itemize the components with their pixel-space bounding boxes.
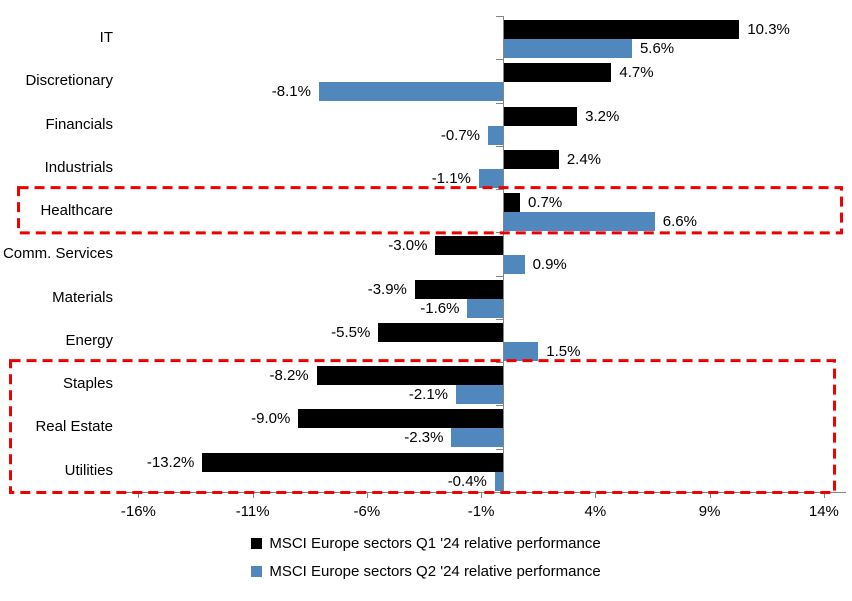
q1-series-marker-icon [251, 538, 263, 549]
category-label-industrials: Industrials [44, 158, 113, 176]
value-label: 10.3% [747, 21, 790, 38]
x-axis-tick [252, 492, 254, 498]
category-label-healthcare: Healthcare [40, 202, 113, 220]
category-label-utilities: Utilities [64, 461, 113, 479]
value-label: -3.0% [388, 237, 428, 255]
x-axis-tick-label: -1% [467, 503, 495, 520]
value-label: 2.4% [566, 150, 602, 168]
legend-label-q2: MSCI Europe sectors Q2 '24 relative perf… [269, 563, 601, 580]
q2-series-marker-icon [251, 566, 263, 577]
legend-item-q2: MSCI Europe sectors Q2 '24 relative perf… [251, 561, 601, 582]
x-axis-tick [595, 492, 597, 498]
value-label: -8.1% [271, 83, 311, 101]
y-axis-tick [496, 232, 503, 234]
category-label-comm-services: Comm. Services [2, 245, 113, 263]
value-label: -5.5% [331, 323, 371, 341]
legend: MSCI Europe sectors Q1 '24 relative perf… [0, 533, 852, 582]
x-axis-tick-label: 9% [698, 503, 721, 520]
x-axis-tick-label: -6% [353, 503, 381, 520]
category-label-financials: Financials [45, 115, 113, 133]
q1-bar-utilities [202, 452, 504, 472]
y-axis-tick [496, 275, 503, 277]
q1-bar-real-estate [298, 409, 504, 429]
y-axis-tick [496, 491, 503, 493]
y-axis-line [503, 16, 504, 492]
y-axis-tick [496, 189, 503, 191]
y-axis-tick [496, 102, 503, 104]
y-axis-tick [496, 59, 503, 61]
value-label: -1.6% [420, 299, 460, 317]
value-label: 1.5% [546, 342, 581, 360]
q1-bar-staples [316, 366, 504, 386]
q2-bar-staples [456, 385, 504, 405]
category-label-staples: Staples [62, 375, 113, 393]
q2-bar-energy [504, 341, 539, 361]
x-axis-tick-label: 4% [584, 503, 607, 520]
value-label: -8.2% [269, 367, 309, 385]
x-axis-tick [138, 492, 140, 498]
y-axis-tick [496, 405, 503, 407]
x-axis-tick [709, 492, 711, 498]
q2-bar-real-estate [451, 428, 504, 448]
q1-bar-it [504, 20, 740, 39]
value-label: -2.3% [404, 429, 444, 447]
x-axis-tick-label: -11% [235, 503, 270, 520]
q2-bar-materials [467, 298, 504, 318]
x-axis-tick-label: -16% [120, 503, 156, 520]
q2-bar-financials [488, 125, 504, 145]
legend-item-q1: MSCI Europe sectors Q1 '24 relative perf… [251, 533, 601, 554]
value-label: 5.6% [639, 40, 675, 57]
y-axis-tick [496, 362, 503, 364]
q2-bar-discretionary [318, 82, 504, 102]
y-axis-tick [496, 16, 503, 17]
q1-bar-financials [504, 106, 578, 126]
y-axis-tick [496, 145, 503, 147]
x-axis-tick [366, 492, 368, 498]
value-label: 4.7% [619, 64, 654, 82]
value-label: -0.4% [447, 472, 487, 490]
q2-bar-healthcare [504, 212, 655, 232]
value-label: -3.9% [367, 280, 407, 298]
x-axis-tick-label: 14% [808, 503, 839, 520]
category-label-real-estate: Real Estate [35, 418, 113, 436]
q1-bar-industrials [504, 149, 559, 169]
value-label: -9.0% [251, 410, 291, 428]
q1-bar-healthcare [504, 193, 520, 213]
y-axis-tick [496, 318, 503, 320]
value-label: -2.1% [408, 386, 449, 404]
q1-bar-comm-services [435, 236, 504, 256]
q1-bar-materials [414, 279, 504, 299]
value-label: 3.2% [585, 107, 620, 125]
value-label: 0.9% [532, 256, 567, 274]
highlight-box-healthcare [17, 186, 843, 235]
x-axis-tick [823, 492, 825, 498]
value-label: -0.7% [440, 126, 481, 144]
value-label: -13.2% [146, 453, 195, 471]
x-axis-tick [481, 492, 483, 498]
q2-bar-it [504, 39, 632, 58]
category-label-materials: Materials [52, 288, 113, 306]
q1-bar-energy [378, 322, 504, 342]
category-label-energy: Energy [65, 331, 113, 349]
q1-bar-discretionary [504, 63, 612, 83]
category-label-discretionary: Discretionary [25, 72, 113, 90]
value-label: 6.6% [662, 213, 697, 231]
category-label-it: IT [99, 29, 113, 46]
legend-label-q1: MSCI Europe sectors Q1 '24 relative perf… [269, 535, 601, 552]
q2-bar-industrials [478, 168, 504, 188]
value-label: -1.1% [431, 169, 471, 187]
y-axis-tick [496, 448, 503, 450]
x-axis-line [126, 492, 846, 493]
q2-bar-comm-services [504, 255, 525, 275]
value-label: 0.7% [527, 194, 563, 212]
